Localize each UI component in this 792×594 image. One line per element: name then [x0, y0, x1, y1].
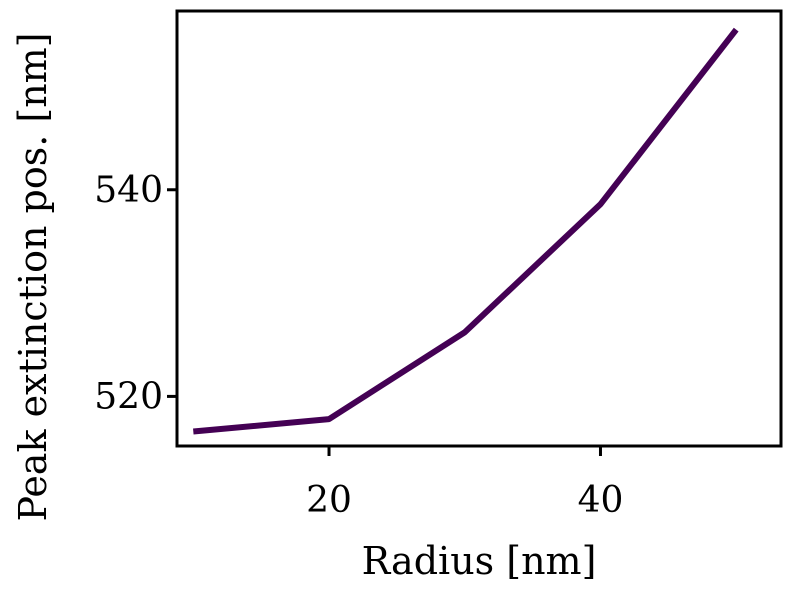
y-axis-label: Peak extinction pos. [nm] [11, 32, 55, 521]
x-tick-label: 40 [578, 480, 624, 521]
y-tick-label: 540 [94, 170, 163, 211]
axis-ticks: 20 40 520 540 [94, 170, 623, 521]
x-axis-label: Radius [nm] [362, 539, 597, 583]
series-group [193, 27, 739, 435]
series-line [193, 27, 739, 435]
x-tick-label: 20 [306, 480, 352, 521]
y-tick-label: 520 [94, 376, 163, 417]
plot-frame [175, 9, 783, 448]
